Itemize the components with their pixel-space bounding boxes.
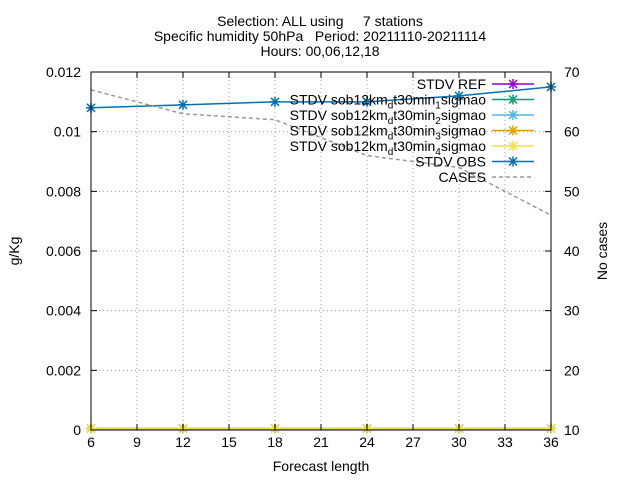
title-line: Hours: 00,06,12,18 [260,43,379,59]
x-tick-label: 12 [175,434,191,450]
legend-entry: STDV sob12kmd​t30min3​sigmao [290,123,534,143]
x-tick-label: 9 [133,434,141,450]
legend-label: STDV sob12kmd​t30min3​sigmao [290,123,487,143]
legend-label: STDV OBS [415,154,486,170]
y-tick-label: 0.004 [46,303,81,319]
grid [91,72,551,430]
x-tick-label: 36 [543,434,559,450]
data-point [178,99,188,110]
legend-label: CASES [439,169,486,185]
y2-axis-label: No cases [594,222,610,280]
y2-tick-label: 60 [564,124,580,140]
data-point [454,90,464,101]
data-point [362,96,372,107]
x-tick-label: 6 [87,434,95,450]
legend-marker [508,141,518,151]
y-tick-label: 0.01 [54,124,81,140]
legend-marker [508,79,518,89]
title-line: Selection: ALL using 7 stations [217,13,423,29]
x-tick-label: 21 [313,434,329,450]
y-tick-label: 0.012 [46,64,81,80]
legend-label: STDV sob12kmd​t30min2​sigmao [290,107,487,127]
legend-marker [508,156,518,167]
y2-tick-label: 50 [564,183,580,199]
y2-tick-label: 10 [564,422,580,438]
y2-tick-label: 20 [564,362,580,378]
y-tick-label: 0.008 [46,183,81,199]
x-tick-label: 18 [267,434,283,450]
data-point [270,96,280,107]
series-line [90,86,552,109]
legend-marker [508,94,518,105]
x-axis-label: Forecast length [273,458,370,474]
series-stdv-obs [86,81,556,113]
x-tick-label: 27 [405,434,421,450]
x-tick-label: 24 [359,434,375,450]
y2-tick-label: 30 [564,303,580,319]
y2-tick-label: 40 [564,243,580,259]
legend-label: STDV sob12kmd​t30min4​sigmao [290,138,487,158]
legend-entry: STDV sob12kmd​t30min1​sigmao [290,92,534,112]
title-line: Specific humidity 50hPa Period: 20211110… [154,28,487,44]
x-tick-label: 15 [221,434,237,450]
legend-entry: CASES [439,169,534,185]
legend-entry: STDV OBS [415,154,534,170]
series-cases [90,89,552,216]
y2-tick-label: 70 [564,64,580,80]
legend-marker [508,110,518,120]
legend-label: STDV REF [417,76,486,92]
chart-title: Selection: ALL using 7 stationsSpecific … [154,13,487,59]
y-tick-label: 0 [73,422,81,438]
x-tick-label: 30 [451,434,467,450]
series-line [90,89,552,216]
legend-label: STDV sob12kmd​t30min1​sigmao [290,92,487,112]
y-tick-label: 0.006 [46,243,81,259]
legend-marker [508,125,518,136]
x-tick-label: 33 [497,434,513,450]
y-tick-label: 0.002 [46,362,81,378]
legend-entry: STDV sob12kmd​t30min4​sigmao [290,138,534,158]
legend-entry: STDV sob12kmd​t30min2​sigmao [290,107,534,127]
y-axis-label: g/Kg [6,237,22,266]
legend-entry: STDV REF [417,76,534,92]
axis-ticks: 6 9 12 15 18 21 24 27 30 33 36 0 0.002 0.004 0.006 0.00… [46,64,580,450]
